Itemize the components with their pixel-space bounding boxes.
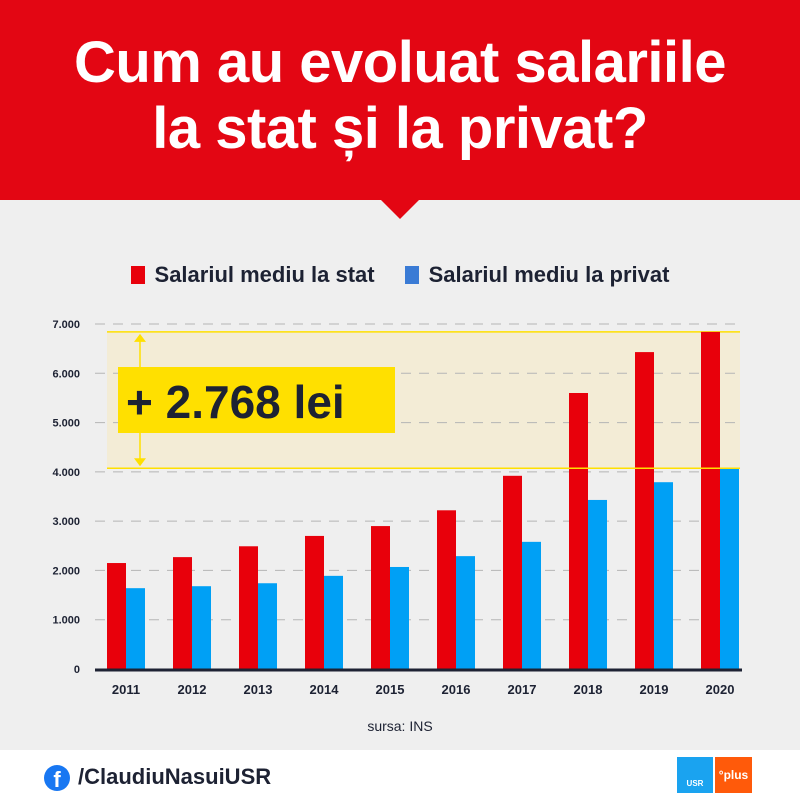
chart-legend: Salariul mediu la stat Salariul mediu la… [0,262,800,288]
arrow-down-icon [134,458,146,467]
y-tick-label: 6.000 [52,368,80,380]
page-title: Cum au evoluat salariile la stat și la p… [0,30,800,162]
legend-item-privat: Salariul mediu la privat [404,262,670,288]
y-tick-label: 7.000 [52,319,80,331]
bar-stat-2017 [503,475,522,669]
bar-privat-2012 [192,586,211,669]
legend-item-stat: Salariul mediu la stat [130,262,375,288]
y-tick-label: 5.000 [52,418,80,430]
x-tick-label: 2019 [640,682,669,697]
bar-stat-2014 [305,535,324,669]
bar-privat-2019 [654,482,673,669]
facebook-icon[interactable]: f [44,765,70,791]
bar-privat-2016 [456,556,475,669]
header-banner [0,0,800,200]
legend-swatch-stat [130,266,145,284]
y-tick-label: 0 [74,664,80,676]
bar-privat-2015 [390,566,409,669]
x-tick-label: 2013 [244,682,273,697]
title-line-1: Cum au evoluat salariile [73,30,727,95]
bar-stat-2012 [173,557,192,669]
bar-stat-2019 [635,352,654,669]
usr-logo: USR [677,757,713,793]
source-note: sursa: INS [367,718,433,734]
title-line-2: la stat și la privat? [152,96,648,161]
bar-privat-2011 [126,588,145,669]
bar-privat-2020 [720,468,739,669]
bar-privat-2018 [588,499,607,669]
y-tick-label: 1.000 [52,615,80,627]
facebook-handle[interactable]: /ClaudiuNasuiUSR [78,764,272,789]
legend-label-stat: Salariul mediu la stat [154,262,375,287]
footer [0,750,800,800]
legend-label-privat: Salariul mediu la privat [428,262,670,287]
arrow-up-icon [134,333,146,342]
bar-stat-2016 [437,510,456,669]
bar-stat-2013 [239,546,258,669]
x-tick-label: 2016 [442,682,471,697]
legend-swatch-privat [404,266,419,284]
bar-stat-2018 [569,393,588,669]
bar-privat-2017 [522,541,541,669]
x-tick-label: 2011 [112,682,140,697]
annotation-box [118,367,395,433]
y-tick-label: 3.000 [52,516,80,528]
y-tick-label: 2.000 [52,565,80,577]
x-tick-label: 2020 [706,682,735,697]
annotation-label: + 2.768 lei [126,376,345,428]
x-tick-label: 2015 [376,682,405,697]
y-tick-label: 4.000 [52,467,80,479]
plus-logo: °plus [715,757,752,793]
bar-privat-2013 [258,583,277,669]
x-tick-label: 2012 [178,682,207,697]
x-tick-label: 2017 [508,682,537,697]
bar-stat-2020 [701,331,720,669]
x-tick-label: 2018 [574,682,603,697]
bar-stat-2015 [371,526,390,669]
bar-privat-2014 [324,575,343,669]
header-notch [380,199,420,219]
usr-logo-text: USR [686,779,704,788]
x-tick-label: 2014 [310,682,340,697]
bar-stat-2011 [107,563,126,669]
